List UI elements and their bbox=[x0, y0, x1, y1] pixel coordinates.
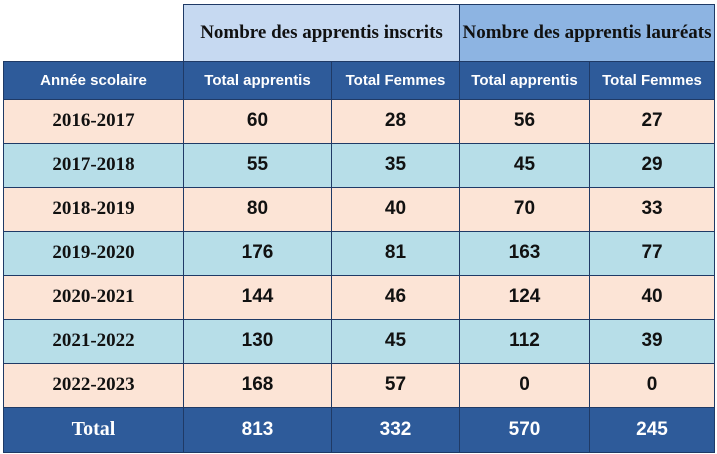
column-header-laureats-total: Total apprentis bbox=[459, 60, 590, 100]
column-header-inscrits-total: Total apprentis bbox=[183, 60, 332, 100]
total-inscrits-femmes: 332 bbox=[331, 406, 460, 453]
cell-laureats-femmes: 40 bbox=[588, 274, 716, 320]
group-header-inscrits: Nombre des apprentis inscrits bbox=[183, 4, 460, 62]
cell-inscrits-total: 130 bbox=[183, 318, 332, 364]
column-header-row: Année scolaire Total apprentis Total Fem… bbox=[3, 60, 716, 100]
table-row: 2018-2019 80 40 70 33 bbox=[3, 186, 716, 232]
cell-laureats-total: 70 bbox=[459, 186, 590, 232]
table-row: 2020-2021 144 46 124 40 bbox=[3, 274, 716, 320]
cell-laureats-total: 124 bbox=[459, 274, 590, 320]
total-laureats-total: 570 bbox=[459, 406, 590, 453]
cell-year: 2016-2017 bbox=[3, 98, 184, 144]
cell-laureats-total: 163 bbox=[459, 230, 590, 276]
cell-inscrits-total: 168 bbox=[183, 362, 332, 408]
cell-laureats-total: 45 bbox=[459, 142, 590, 188]
table-row: 2017-2018 55 35 45 29 bbox=[3, 142, 716, 188]
cell-year: 2022-2023 bbox=[3, 362, 184, 408]
cell-laureats-total: 56 bbox=[459, 98, 590, 144]
cell-year: 2017-2018 bbox=[3, 142, 184, 188]
cell-year: 2018-2019 bbox=[3, 186, 184, 232]
cell-laureats-femmes: 39 bbox=[588, 318, 716, 364]
cell-laureats-total: 112 bbox=[459, 318, 590, 364]
cell-year: 2021-2022 bbox=[3, 318, 184, 364]
table-row: 2019-2020 176 81 163 77 bbox=[3, 230, 716, 276]
cell-inscrits-femmes: 46 bbox=[331, 274, 460, 320]
cell-laureats-femmes: 29 bbox=[588, 142, 716, 188]
cell-inscrits-total: 80 bbox=[183, 186, 332, 232]
cell-laureats-total: 0 bbox=[459, 362, 590, 408]
cell-inscrits-total: 144 bbox=[183, 274, 332, 320]
column-header-inscrits-femmes: Total Femmes bbox=[331, 60, 460, 100]
table-row: 2022-2023 168 57 0 0 bbox=[3, 362, 716, 408]
cell-laureats-femmes: 27 bbox=[588, 98, 716, 144]
cell-laureats-femmes: 0 bbox=[588, 362, 716, 408]
empty-corner-cell bbox=[3, 4, 184, 62]
total-inscrits-total: 813 bbox=[183, 406, 332, 453]
apprentices-table: Nombre des apprentis inscrits Nombre des… bbox=[3, 4, 716, 453]
table-body: 2016-2017 60 28 56 27 2017-2018 55 35 45 29 2018-2… bbox=[3, 98, 716, 408]
cell-laureats-femmes: 33 bbox=[588, 186, 716, 232]
cell-inscrits-femmes: 40 bbox=[331, 186, 460, 232]
cell-year: 2019-2020 bbox=[3, 230, 184, 276]
group-header-row: Nombre des apprentis inscrits Nombre des… bbox=[3, 4, 716, 62]
cell-laureats-femmes: 77 bbox=[588, 230, 716, 276]
cell-inscrits-femmes: 45 bbox=[331, 318, 460, 364]
cell-year: 2020-2021 bbox=[3, 274, 184, 320]
cell-inscrits-femmes: 57 bbox=[331, 362, 460, 408]
cell-inscrits-femmes: 28 bbox=[331, 98, 460, 144]
table-row: 2021-2022 130 45 112 39 bbox=[3, 318, 716, 364]
cell-inscrits-femmes: 35 bbox=[331, 142, 460, 188]
table-row: 2016-2017 60 28 56 27 bbox=[3, 98, 716, 144]
total-label: Total bbox=[3, 406, 184, 453]
cell-inscrits-total: 55 bbox=[183, 142, 332, 188]
cell-inscrits-total: 60 bbox=[183, 98, 332, 144]
column-header-laureats-femmes: Total Femmes bbox=[588, 60, 716, 100]
cell-inscrits-total: 176 bbox=[183, 230, 332, 276]
group-header-laureats: Nombre des apprentis lauréats bbox=[458, 4, 716, 62]
total-row: Total 813 332 570 245 bbox=[3, 406, 716, 453]
total-laureats-femmes: 245 bbox=[588, 406, 716, 453]
cell-inscrits-femmes: 81 bbox=[331, 230, 460, 276]
column-header-year: Année scolaire bbox=[3, 60, 184, 100]
